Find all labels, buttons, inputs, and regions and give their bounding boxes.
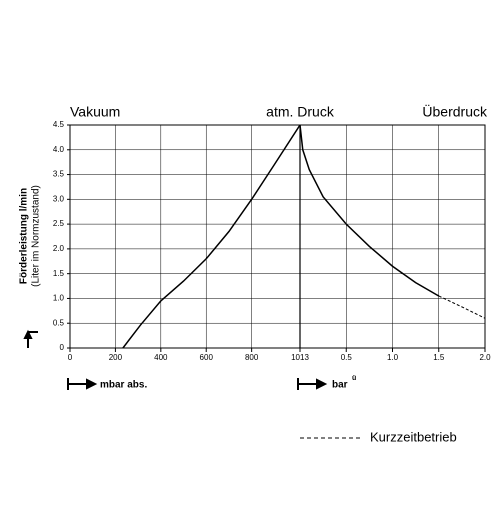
y-tick-label: 2.0 (53, 244, 65, 253)
data-line (299, 124, 440, 297)
region-label: atm. Druck (266, 104, 335, 120)
x-tick-label: 2.0 (479, 353, 491, 362)
x-tick-label: 1.0 (387, 353, 399, 362)
x-tick-label: 1.5 (433, 353, 445, 362)
x-axis-label: mbar abs. (100, 380, 147, 391)
data-line (122, 124, 301, 349)
data-line (438, 295, 486, 319)
y-tick-label: 2.5 (53, 219, 65, 228)
y-tick-label: 0 (60, 343, 65, 352)
x-tick-label: 400 (154, 353, 168, 362)
y-tick-label: 3.5 (53, 170, 65, 179)
y-axis-label: Förderleistung l/min (19, 188, 30, 284)
x-axis-label: bar (332, 380, 348, 391)
x-arrow-icon (67, 378, 98, 390)
x-tick-label: 800 (245, 353, 259, 362)
x-tick-label: 600 (200, 353, 214, 362)
x-arrow-icon (297, 378, 328, 390)
y-tick-label: 3.0 (53, 194, 65, 203)
legend-label: Kurzzeitbetrieb (370, 429, 457, 444)
x-tick-label: 0.5 (341, 353, 353, 362)
x-axis-label-sup: ü (352, 375, 356, 382)
x-tick-label: 1013 (291, 353, 309, 362)
region-label: Überdruck (422, 103, 488, 120)
y-arrow-icon (23, 329, 38, 348)
region-label: Vakuum (70, 104, 120, 120)
x-tick-label: 200 (109, 353, 123, 362)
y-axis-sublabel: (Liter im Normzustand) (31, 185, 42, 287)
y-tick-label: 1.0 (53, 294, 65, 303)
y-tick-label: 4.5 (53, 120, 65, 129)
y-tick-label: 0.5 (53, 318, 65, 327)
y-tick-label: 4.0 (53, 145, 65, 154)
y-tick-label: 1.5 (53, 269, 65, 278)
x-tick-label: 0 (68, 353, 73, 362)
